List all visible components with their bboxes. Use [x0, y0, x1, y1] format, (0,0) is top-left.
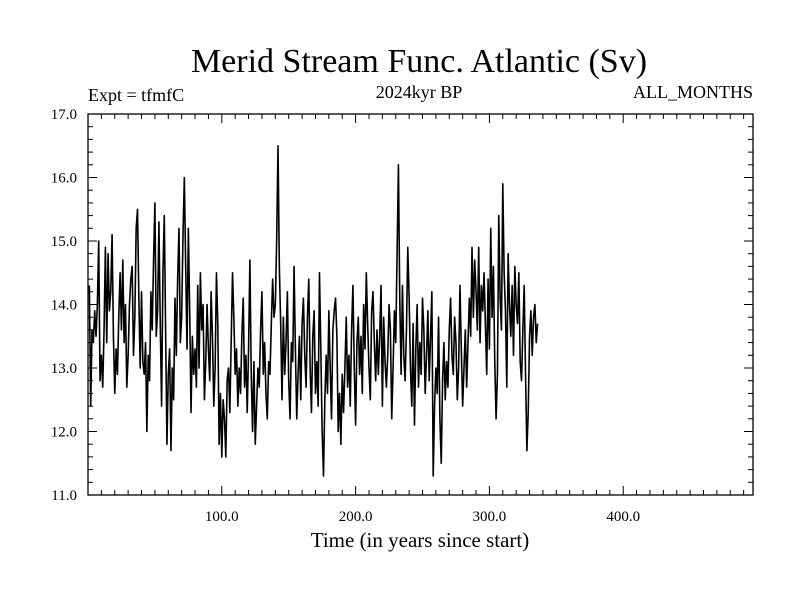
x-axis-label: Time (in years since start) — [311, 528, 530, 552]
axis-ticks — [88, 114, 753, 495]
series-line — [88, 144, 539, 477]
months-label: ALL_MONTHS — [633, 82, 753, 102]
y-tick-label: 15.0 — [51, 234, 77, 250]
experiment-label: Expt = tfmfC — [88, 85, 184, 105]
y-tick-label: 11.0 — [51, 488, 77, 504]
axis-tick-labels: 100.0 200.0 300.0 400.0 11.0 12.0 13.0 14.0 15.0… — [51, 107, 640, 525]
y-tick-label: 12.0 — [51, 425, 77, 441]
y-tick-label: 13.0 — [51, 361, 77, 377]
x-tick-label: 200.0 — [339, 509, 373, 525]
y-tick-label: 17.0 — [51, 107, 77, 123]
chart-title: Merid Stream Func. Atlantic (Sv) — [191, 43, 647, 80]
plot-frame — [87, 113, 754, 496]
period-label: 2024kyr BP — [376, 82, 463, 102]
y-tick-label: 14.0 — [51, 298, 77, 314]
x-tick-label: 100.0 — [205, 509, 239, 525]
y-tick-label: 16.0 — [51, 171, 77, 187]
x-tick-label: 400.0 — [606, 509, 640, 525]
x-tick-label: 300.0 — [473, 509, 507, 525]
